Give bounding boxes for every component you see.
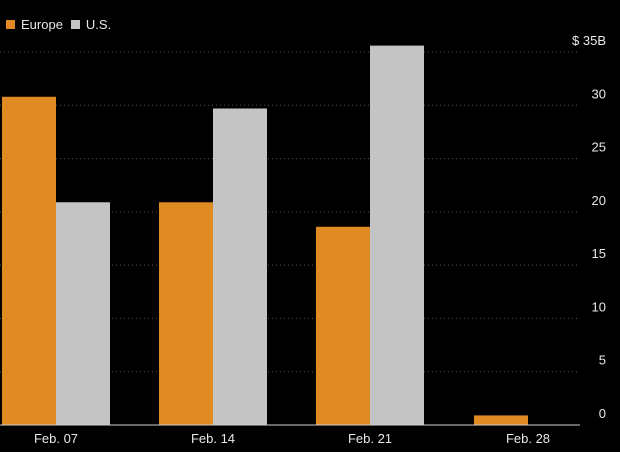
x-tick-label: Feb. 07	[34, 431, 78, 446]
legend-swatch-europe	[6, 20, 15, 29]
y-tick-label: 5	[599, 353, 606, 368]
y-tick-label: 20	[592, 193, 606, 208]
y-tick-label: $ 35B	[572, 33, 606, 48]
x-tick-label: Feb. 14	[191, 431, 235, 446]
legend-item-us: U.S.	[70, 17, 112, 32]
y-tick-label: 15	[592, 246, 606, 261]
bar-us	[370, 45, 424, 425]
y-tick-label: 0	[599, 406, 606, 421]
y-tick-label: 10	[592, 299, 606, 314]
bar-europe	[316, 226, 370, 425]
bar-chart: 0 5 10 15 20 25 30 $ 35B Feb. 07 Feb. 14 Feb. 21 Fe…	[0, 33, 606, 446]
bar-us	[56, 202, 110, 425]
legend-label-europe: Europe	[21, 17, 63, 32]
legend-swatch-us	[70, 20, 80, 29]
chart-legend: Europe U.S.	[6, 17, 111, 32]
bar-europe	[474, 415, 528, 425]
x-tick-label: Feb. 28	[506, 431, 550, 446]
y-tick-label: 25	[592, 140, 606, 155]
x-tick-label: Feb. 21	[348, 431, 392, 446]
legend-label-us: U.S.	[85, 17, 112, 32]
bar-europe	[2, 96, 56, 425]
bar-us	[213, 108, 267, 426]
y-tick-label: 30	[592, 86, 606, 101]
bar-europe	[159, 202, 213, 425]
legend-item-europe: Europe	[6, 17, 63, 32]
